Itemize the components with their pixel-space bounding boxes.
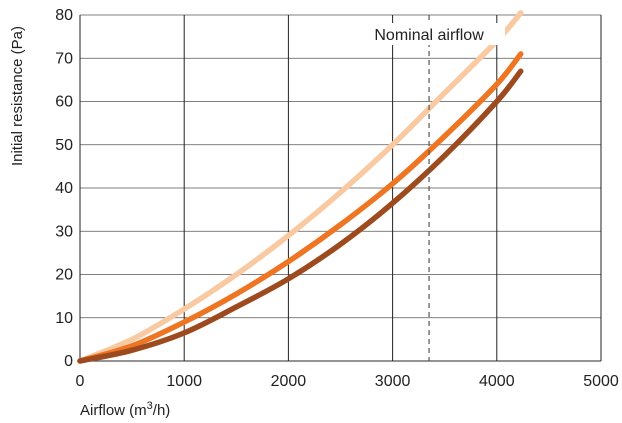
x-tick-label: 1000 [166, 373, 202, 390]
y-tick-label: 10 [55, 310, 73, 327]
grid [79, 14, 602, 362]
tick-labels: 0 10 20 30 40 50 60 70 80 0 1000 2000 3000 4000 5000 [55, 7, 619, 390]
annotation-label-background [355, 23, 506, 45]
y-tick-label: 0 [64, 353, 73, 370]
x-tick-label: 3000 [375, 373, 411, 390]
x-tick-label: 2000 [271, 373, 307, 390]
y-tick-label: 70 [55, 50, 73, 67]
y-axis-label: Initial resistance (Pa) [9, 26, 26, 166]
x-tick-label: 5000 [583, 373, 619, 390]
series-line-3 [77, 68, 524, 364]
x-tick-label: 0 [76, 373, 85, 390]
y-tick-label: 30 [55, 223, 73, 240]
y-tick-label: 60 [55, 94, 73, 111]
series-line-2 [77, 51, 524, 364]
y-tick-label: 50 [55, 137, 73, 154]
series-group [77, 10, 524, 364]
annotations: Nominal airflow [355, 15, 506, 361]
y-tick-label: 40 [55, 180, 73, 197]
nominal-airflow-label: Nominal airflow [374, 27, 484, 44]
x-axis-label: Airflow (m3/h) [80, 400, 170, 419]
y-tick-label: 80 [55, 7, 73, 24]
x-tick-label: 4000 [479, 373, 515, 390]
y-tick-label: 20 [55, 267, 73, 284]
series-line-1 [77, 10, 524, 364]
